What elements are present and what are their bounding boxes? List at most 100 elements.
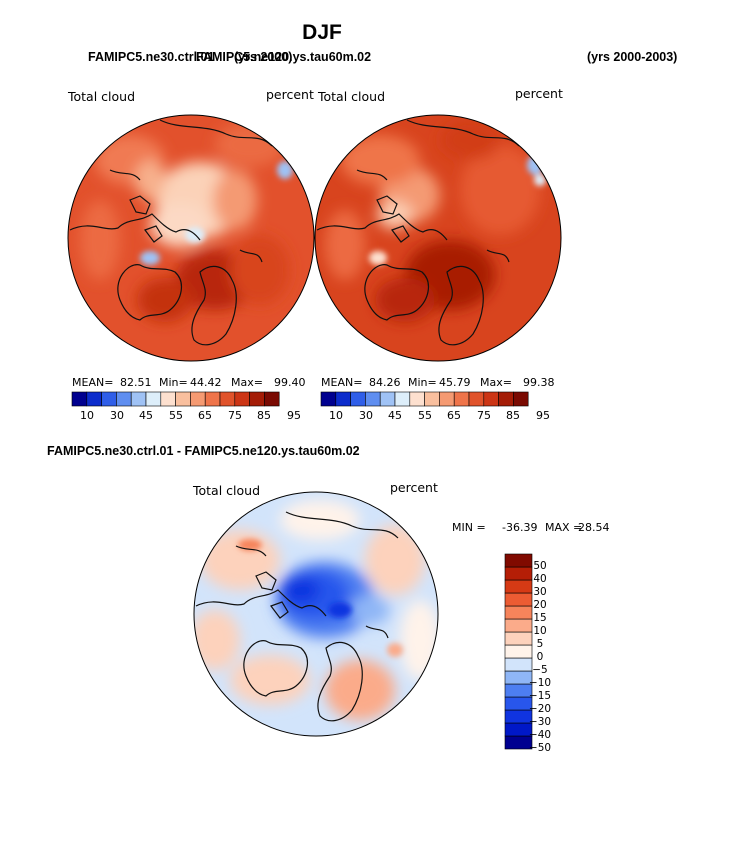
colorbar-swatch bbox=[204, 391, 221, 407]
colorbar-tick-label: 55 bbox=[418, 409, 432, 422]
colorbar-swatch bbox=[504, 644, 533, 659]
colorbar-swatch bbox=[320, 391, 337, 407]
colorbar-swatch bbox=[219, 391, 236, 407]
panel-diff-units: percent bbox=[390, 480, 438, 495]
colorbar-tick-label: 20 bbox=[533, 599, 546, 611]
colorbar-swatch bbox=[483, 391, 499, 407]
colorbar-tick-label: −15 bbox=[529, 690, 551, 702]
colorbar-swatch bbox=[379, 391, 396, 407]
colorbar-swatch bbox=[234, 391, 250, 407]
colorbar-swatch bbox=[439, 391, 455, 407]
colorbar-swatch bbox=[409, 391, 425, 407]
colorbar-swatch bbox=[116, 391, 132, 407]
colorbar-swatch bbox=[504, 657, 533, 672]
panel-diff-coastlines bbox=[195, 511, 399, 722]
panel-left-coastlines bbox=[69, 119, 273, 346]
left-years-label: (yrs 2000) bbox=[234, 50, 292, 64]
panel-right-max-value: 99.38 bbox=[523, 376, 555, 389]
right-case-title: FAMIPC5.ne120.ys.tau60m.02 bbox=[196, 50, 371, 64]
colorbar-swatch bbox=[513, 391, 529, 407]
panel-left-min-value: 44.42 bbox=[190, 376, 222, 389]
panel-right-min-value: 45.79 bbox=[439, 376, 471, 389]
colorbar-swatch bbox=[264, 391, 280, 407]
colorbar-swatch bbox=[504, 553, 533, 568]
colorbar-swatch bbox=[468, 391, 485, 407]
colorbar-tick-label: 15 bbox=[533, 612, 546, 624]
colorbar-tick-label: 0 bbox=[537, 651, 544, 663]
colorbar-tick-label: 55 bbox=[169, 409, 183, 422]
panel-diff-colorbar bbox=[504, 553, 533, 750]
colorbar-swatch bbox=[130, 391, 147, 407]
colorbar-tick-label: 85 bbox=[257, 409, 271, 422]
colorbar-tick-label: 45 bbox=[139, 409, 153, 422]
panel-right-map bbox=[315, 115, 561, 361]
colorbar-tick-label: 30 bbox=[110, 409, 124, 422]
colorbar-swatch bbox=[86, 391, 102, 407]
colorbar-swatch bbox=[101, 391, 117, 407]
colorbar-tick-label: 65 bbox=[198, 409, 212, 422]
colorbar-swatch bbox=[504, 631, 533, 646]
colorbar-tick-label: 10 bbox=[533, 625, 546, 637]
colorbar-tick-label: −50 bbox=[529, 742, 551, 754]
colorbar-swatch bbox=[424, 391, 440, 407]
panel-left-mean-value: 82.51 bbox=[120, 376, 152, 389]
panel-left-min-label: Min= bbox=[159, 376, 188, 389]
panel-left-max-label: Max= bbox=[231, 376, 263, 389]
colorbar-swatch bbox=[504, 618, 533, 633]
panel-left: Total cloud percent bbox=[67, 87, 315, 422]
colorbar-tick-label: 85 bbox=[506, 409, 520, 422]
colorbar-swatch bbox=[365, 391, 381, 407]
panel-right-min-label: Min= bbox=[408, 376, 437, 389]
panel-right-units: percent bbox=[515, 86, 563, 101]
panel-diff-min-label: MIN = bbox=[452, 521, 486, 534]
panel-left-units: percent bbox=[266, 87, 314, 102]
colorbar-tick-label: −20 bbox=[529, 703, 551, 715]
left-case-title: FAMIPC5.ne30.ctrl.01 bbox=[88, 50, 214, 64]
panel-right-colorbar bbox=[320, 391, 529, 407]
colorbar-tick-label: 5 bbox=[537, 638, 544, 650]
panel-right-coastlines bbox=[316, 119, 520, 346]
colorbar-tick-label: 45 bbox=[388, 409, 402, 422]
panel-left-boundary bbox=[67, 114, 315, 362]
colorbar-swatch bbox=[175, 391, 191, 407]
colorbar-tick-label: 65 bbox=[447, 409, 461, 422]
diff-title: FAMIPC5.ne30.ctrl.01 - FAMIPC5.ne120.ys.… bbox=[47, 444, 360, 458]
colorbar-tick-label: 50 bbox=[533, 560, 546, 572]
colorbar-tick-label: −10 bbox=[529, 677, 551, 689]
colorbar-tick-label: −40 bbox=[529, 729, 551, 741]
panel-right-mean-label: MEAN= bbox=[321, 376, 362, 389]
colorbar-swatch bbox=[145, 391, 162, 407]
colorbar-swatch bbox=[394, 391, 411, 407]
colorbar-swatch bbox=[350, 391, 366, 407]
panel-right-max-label: Max= bbox=[480, 376, 512, 389]
colorbar-swatch bbox=[498, 391, 514, 407]
panel-left-mean-label: MEAN= bbox=[72, 376, 113, 389]
panel-right: Total cloud percent bbox=[314, 86, 563, 422]
colorbar-tick-label: 75 bbox=[228, 409, 242, 422]
colorbar-tick-label: 10 bbox=[329, 409, 343, 422]
colorbar-tick-label: 75 bbox=[477, 409, 491, 422]
panel-diff-max-value: 28.54 bbox=[578, 521, 610, 534]
colorbar-swatch bbox=[504, 579, 533, 594]
colorbar-swatch bbox=[249, 391, 265, 407]
panel-left-variable: Total cloud bbox=[67, 89, 135, 104]
panel-right-variable: Total cloud bbox=[317, 89, 385, 104]
colorbar-swatch bbox=[160, 391, 176, 407]
colorbar-tick-label: 95 bbox=[287, 409, 301, 422]
panel-diff-variable: Total cloud bbox=[192, 483, 260, 498]
panel-right-mean-value: 84.26 bbox=[369, 376, 401, 389]
panel-diff: Total cloud percent MIN = -36.39 MAX = 2… bbox=[192, 480, 610, 754]
colorbar-swatch bbox=[335, 391, 351, 407]
colorbar-tick-label: 95 bbox=[536, 409, 550, 422]
right-years-label: (yrs 2000-2003) bbox=[587, 50, 677, 64]
colorbar-tick-label: −5 bbox=[532, 664, 547, 676]
panel-diff-map bbox=[194, 492, 438, 736]
colorbar-swatch bbox=[190, 391, 206, 407]
colorbar-tick-label: 30 bbox=[533, 586, 546, 598]
colorbar-swatch bbox=[71, 391, 88, 407]
colorbar-tick-label: 10 bbox=[80, 409, 94, 422]
colorbar-swatch bbox=[504, 566, 533, 581]
panel-diff-max-label: MAX = bbox=[545, 521, 582, 534]
panel-left-colorbar-ticks: 10 30 45 55 65 75 85 95 bbox=[80, 409, 301, 422]
